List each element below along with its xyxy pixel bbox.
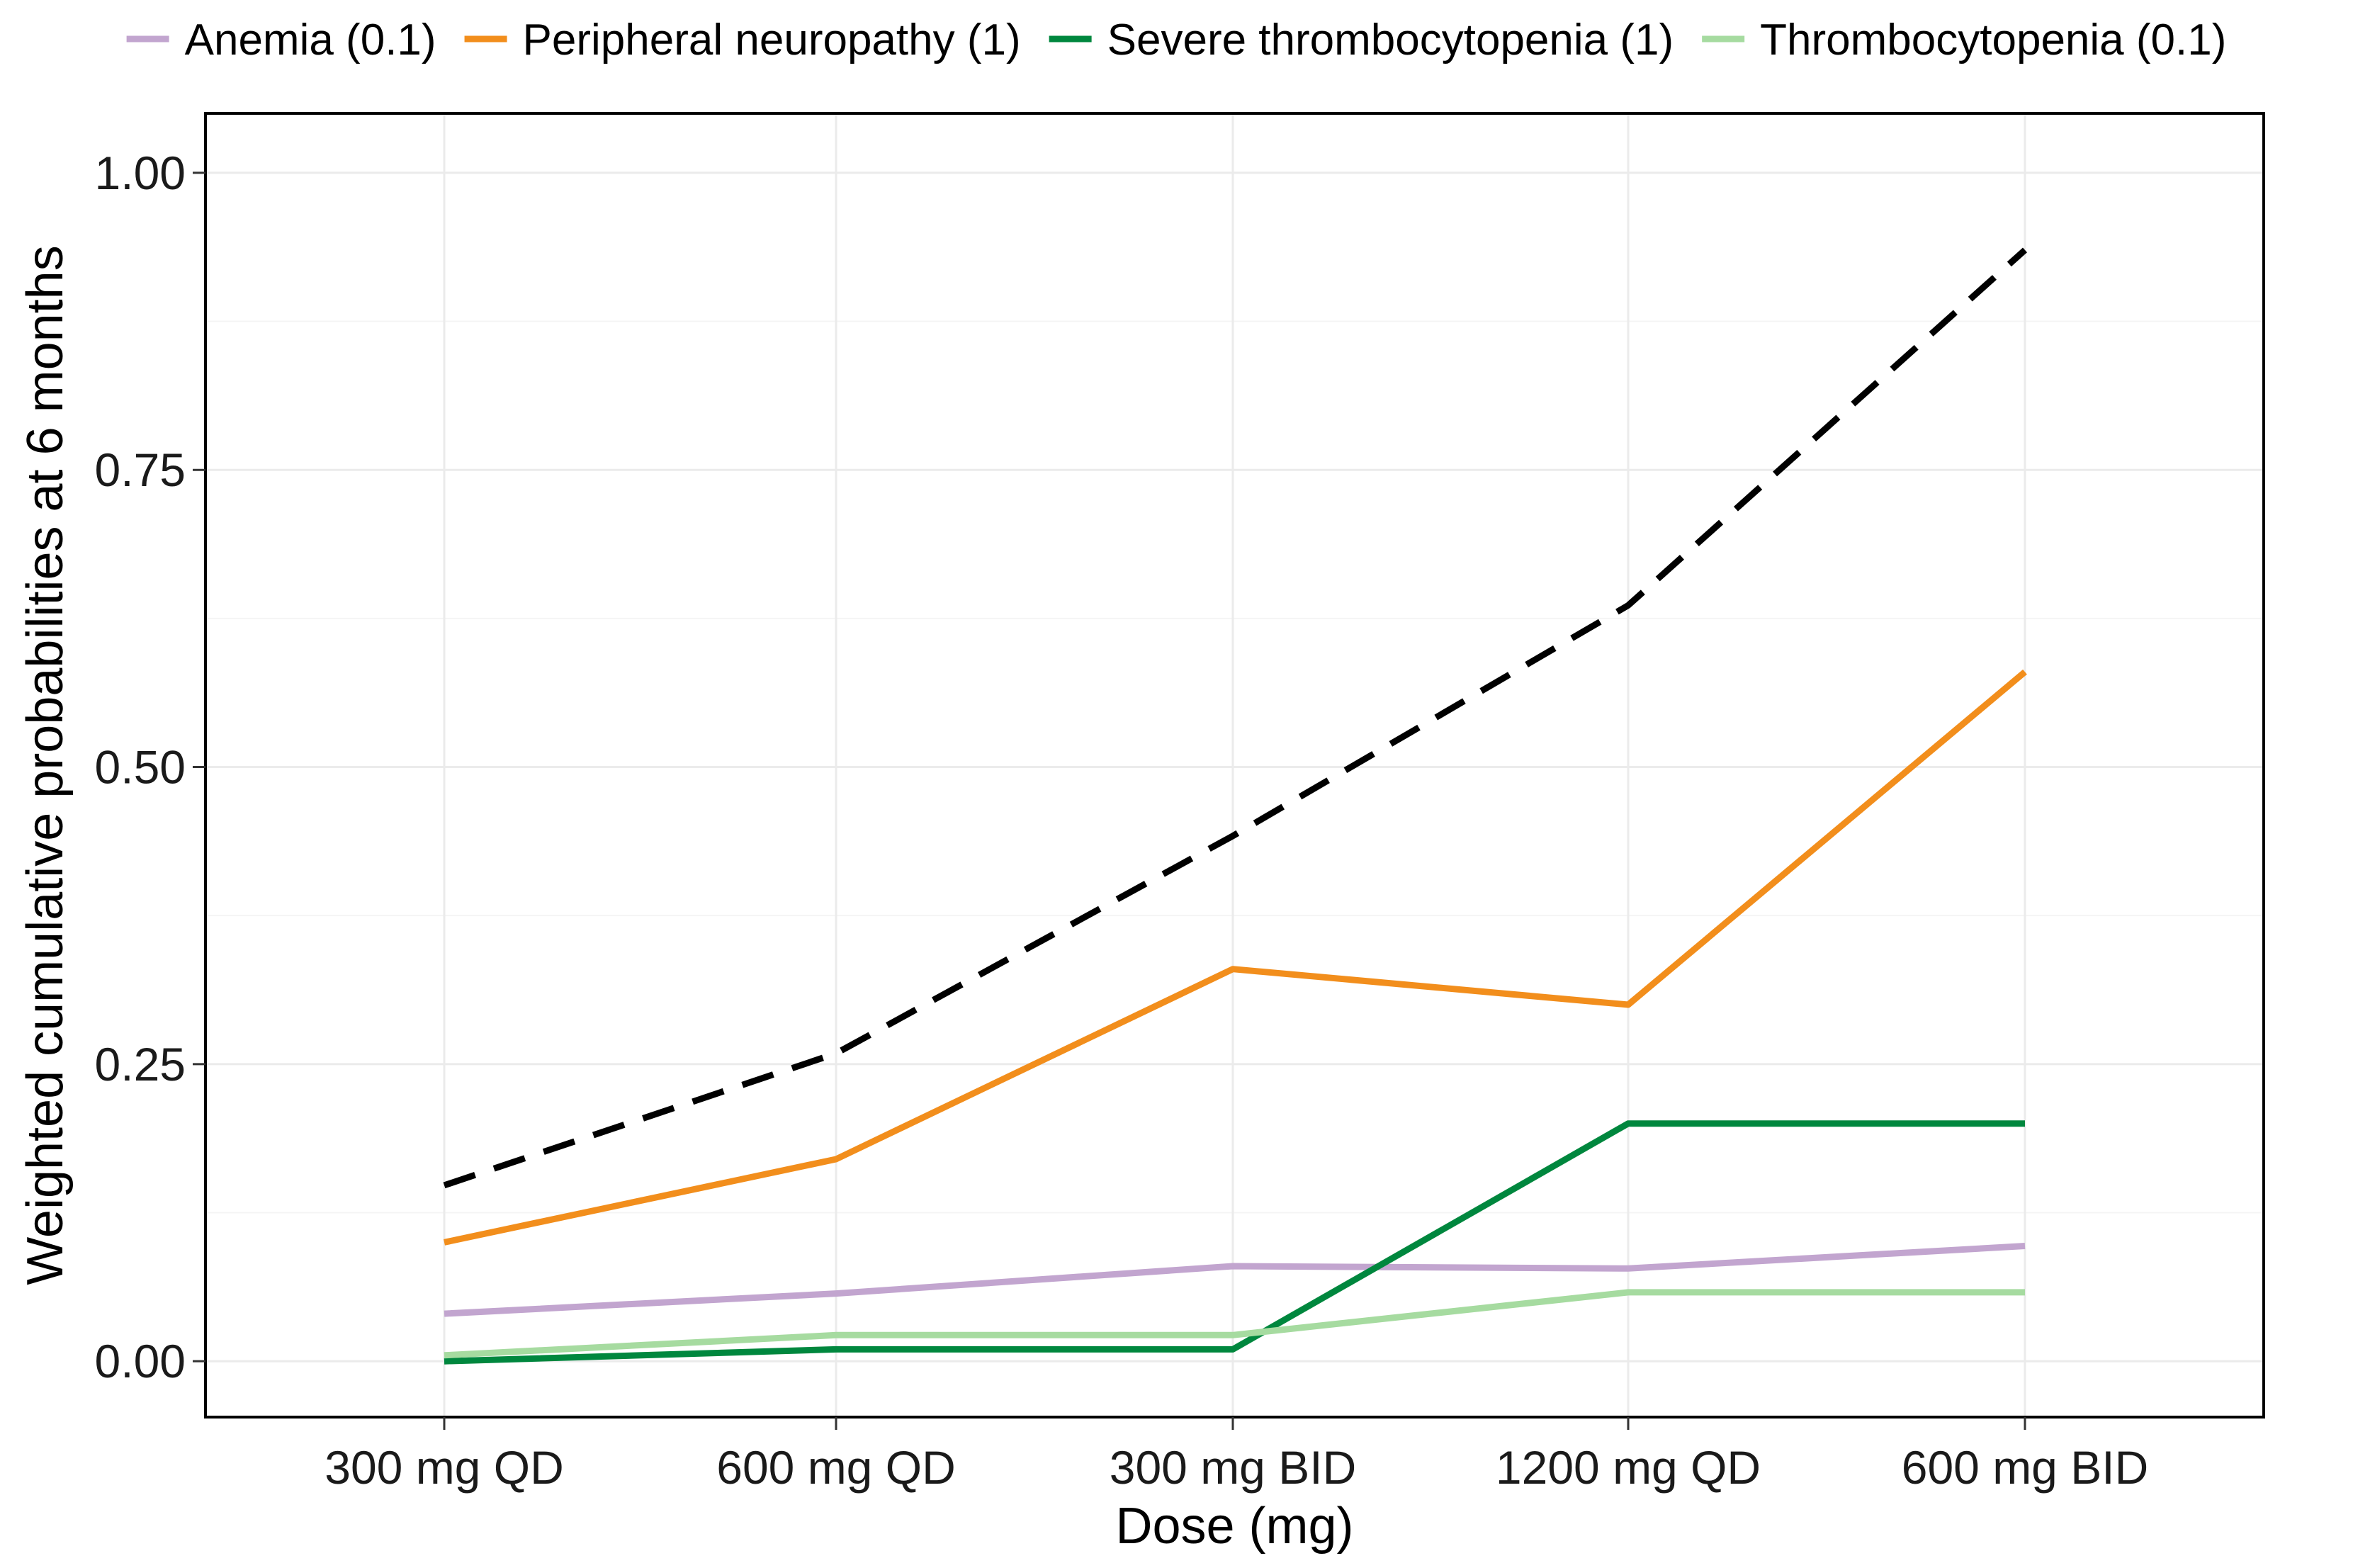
series-line-3	[444, 1120, 2025, 1365]
total-dashed-line	[443, 247, 2028, 1189]
legend-item: Peripheral neuropathy (1)	[464, 16, 1021, 64]
series-line-4	[444, 1289, 2025, 1359]
x-tick-label: 300 mg QD	[325, 1441, 563, 1494]
legend-label: Thrombocytopenia (0.1)	[1760, 16, 2226, 64]
x-tick-label: 1200 mg QD	[1496, 1441, 1761, 1494]
y-tick-label: 0.50	[95, 741, 186, 794]
x-tick-label: 600 mg BID	[1902, 1441, 2149, 1494]
x-tick-label: 600 mg QD	[716, 1441, 955, 1494]
series-line-2	[444, 669, 2027, 1246]
y-axis-title: Weighted cumulative probabilities at 6 m…	[17, 245, 74, 1285]
legend-item: Thrombocytopenia (0.1)	[1702, 16, 2226, 64]
y-axis: 0.00 0.25 0.50 0.75 1.00	[95, 147, 205, 1387]
x-axis: 300 mg QD 600 mg QD 300 mg BID 1200 mg QD 60…	[325, 1417, 2148, 1494]
series-layer	[443, 247, 2028, 1365]
x-tick-label: 300 mg BID	[1110, 1441, 1357, 1494]
legend-label: Peripheral neuropathy (1)	[523, 16, 1021, 64]
legend-item: Severe thrombocytopenia (1)	[1049, 16, 1674, 64]
y-tick-label: 1.00	[95, 147, 186, 199]
y-tick-label: 0.00	[95, 1335, 186, 1387]
legend: Anemia (0.1) Peripheral neuropathy (1) Sev…	[126, 16, 2226, 64]
series-line-1	[444, 1243, 2026, 1317]
legend-label: Anemia (0.1)	[185, 16, 436, 64]
legend-item: Anemia (0.1)	[126, 16, 436, 64]
grid	[205, 113, 2264, 1417]
y-tick-label: 0.25	[95, 1038, 186, 1090]
x-axis-title: Dose (mg)	[1115, 1498, 1353, 1555]
legend-label: Severe thrombocytopenia (1)	[1107, 16, 1674, 64]
plot-panel-border	[204, 112, 2265, 1418]
y-tick-label: 0.75	[95, 444, 186, 496]
